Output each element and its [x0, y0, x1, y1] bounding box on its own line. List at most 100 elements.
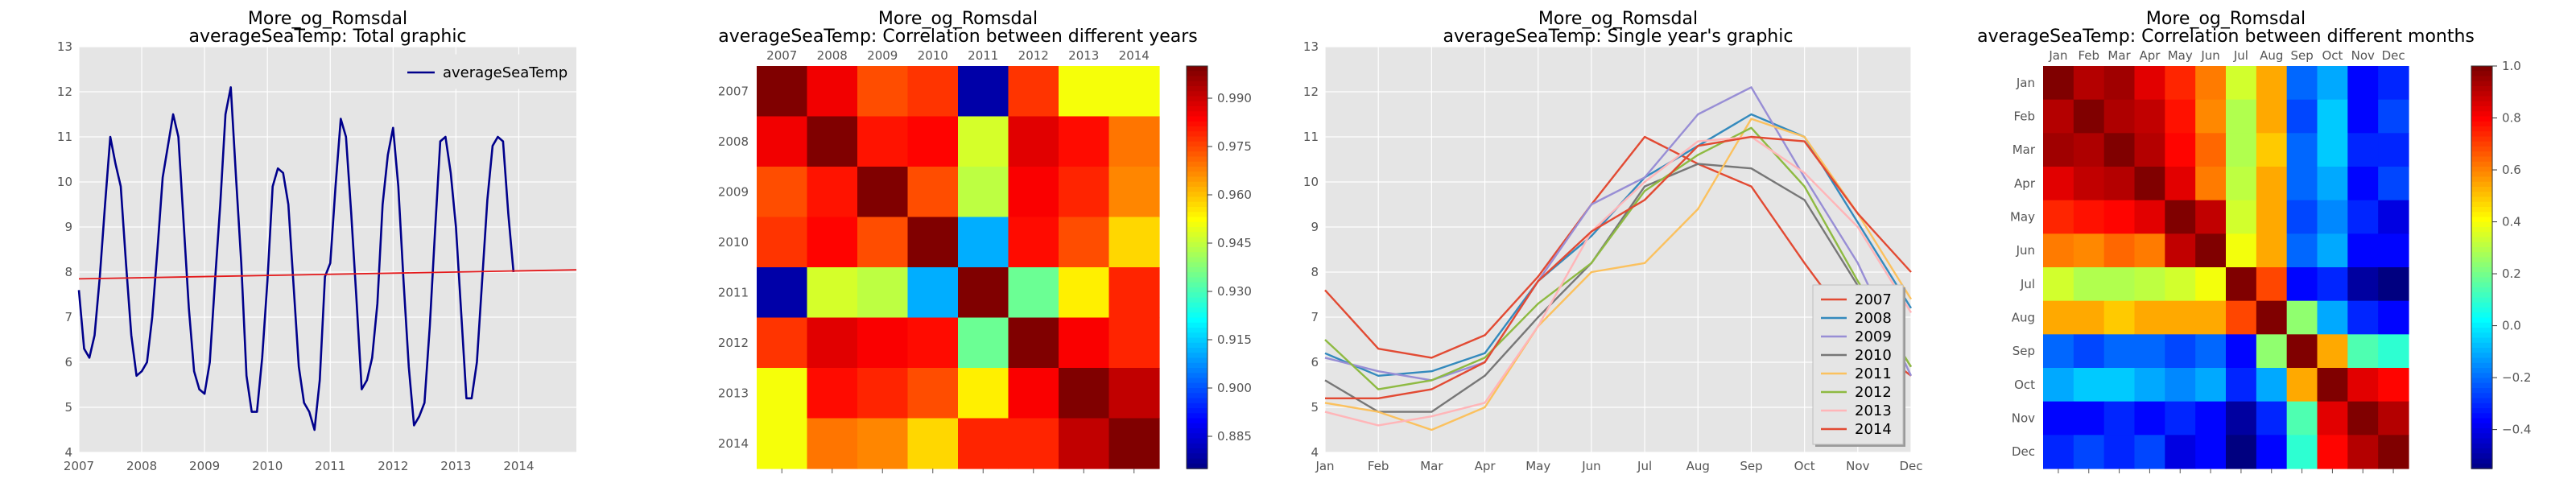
- chart4-cell: [2134, 435, 2165, 469]
- chart4-colorbar-segment: [2471, 398, 2492, 404]
- chart4-cell: [2073, 167, 2105, 201]
- chart4-x-tick-label: Jul: [2233, 48, 2248, 63]
- chart4-cell: [2195, 334, 2227, 369]
- chart3-title-line1: More_og_Romsdal: [1538, 9, 1698, 29]
- chart4-colorbar-segment: [2471, 332, 2492, 339]
- chart2-colorbar-segment: [1187, 428, 1208, 435]
- chart2-colorbar-tick-label: 0.975: [1217, 139, 1252, 154]
- chart4-cell: [2195, 401, 2227, 436]
- chart3-x-tick-label: Apr: [1475, 459, 1496, 473]
- chart1-y-tick-label: 11: [57, 130, 72, 144]
- chart2-title-line2: averageSeaTemp: Correlation between diff…: [718, 27, 1197, 47]
- chart4-cell: [2286, 233, 2318, 268]
- chart3-legend-box: [1812, 284, 1904, 445]
- chart2-cell: [857, 317, 909, 369]
- chart1-plot-area: [79, 47, 576, 452]
- chart4-colorbar-segment: [2471, 192, 2492, 198]
- chart2-colorbar-segment: [1187, 287, 1208, 294]
- chart4-x-tick-label: May: [2168, 48, 2193, 63]
- chart4-cell: [2286, 334, 2318, 369]
- chart2-colorbar-segment: [1187, 353, 1208, 359]
- chart4-x-tick-label: Oct: [2322, 48, 2343, 63]
- chart2-y-tick-label: 2014: [718, 436, 749, 451]
- chart4-x-tick-label: Feb: [2078, 48, 2099, 63]
- chart4-cell: [2256, 66, 2288, 101]
- chart4-colorbar-segment: [2471, 91, 2492, 97]
- chart2-y-tick-label: 2008: [718, 134, 749, 149]
- chart3-y-tick-label: 10: [1303, 175, 1319, 189]
- chart2-y-tick-label: 2011: [718, 285, 749, 299]
- chart2-colorbar-segment: [1187, 96, 1208, 102]
- chart3-x-tick-label: Nov: [1846, 459, 1869, 473]
- chart4-cell: [2256, 233, 2288, 268]
- chart2-colorbar-segment: [1187, 302, 1208, 308]
- chart4-cell: [2073, 233, 2105, 268]
- chart4-colorbar-segment: [2471, 237, 2492, 243]
- chart4-cell: [2226, 233, 2257, 268]
- chart2-x-tick-label: 2010: [918, 48, 948, 63]
- chart3-legend-label: 2008: [1855, 310, 1892, 327]
- chart3-x-tick-label: Oct: [1794, 459, 1815, 473]
- chart1-x-tick-label: 2009: [189, 459, 220, 473]
- chart4-colorbar-tick-label: 0.2: [2502, 266, 2521, 281]
- chart4-colorbar-segment: [2471, 413, 2492, 419]
- chart1-y-tick-label: 7: [64, 310, 72, 324]
- chart4-cell: [2195, 233, 2227, 268]
- chart4-y-tick-label: Aug: [2012, 311, 2035, 325]
- chart3-y-tick-label: 11: [1303, 130, 1319, 144]
- chart2-cell: [907, 167, 959, 218]
- chart4-cell: [2103, 334, 2136, 369]
- chart3-y-tick-label: 12: [1303, 85, 1319, 99]
- chart4-cell: [2165, 133, 2196, 167]
- chart2-colorbar-tick-label: 0.960: [1217, 188, 1252, 202]
- chart4-cell: [2043, 368, 2074, 402]
- chart3-legend-label: 2009: [1855, 328, 1892, 345]
- chart4-cell: [2256, 300, 2288, 335]
- chart4-cell: [2378, 133, 2409, 167]
- chart4-cell: [2073, 66, 2105, 101]
- chart4-colorbar-segment: [2471, 171, 2492, 178]
- chart3-y-tick-label: 8: [1311, 265, 1319, 279]
- chart2-cell: [857, 217, 909, 268]
- chart4-cell: [2103, 200, 2136, 234]
- chart3-legend-label: 2010: [1855, 347, 1892, 364]
- chart2-cell: [958, 66, 1009, 118]
- chart2-colorbar-segment: [1187, 156, 1208, 163]
- chart2-colorbar-segment: [1187, 187, 1208, 193]
- chart4-cell: [2134, 334, 2165, 369]
- chart4-cell: [2286, 401, 2318, 436]
- chart4-cell: [2286, 167, 2318, 201]
- chart4-cell: [2134, 66, 2165, 101]
- chart2-colorbar-segment: [1187, 176, 1208, 183]
- chart4-colorbar-segment: [2471, 328, 2492, 334]
- chart4-x-tick-label: Jun: [2200, 48, 2219, 63]
- chart4-cell: [2165, 66, 2196, 101]
- chart3-series-line: [1324, 135, 1913, 427]
- chart2-x-tick-label: 2007: [766, 48, 797, 63]
- chart2-cell: [1059, 317, 1110, 369]
- chart1-x-tick-label: 2012: [378, 459, 408, 473]
- chart2-colorbar-segment: [1187, 101, 1208, 107]
- chart4-cell: [2134, 99, 2165, 134]
- chart2-cell: [1059, 267, 1110, 319]
- chart4-colorbar-segment: [2471, 196, 2492, 203]
- chart2-colorbar-segment: [1187, 423, 1208, 429]
- chart4-cell: [2134, 133, 2165, 167]
- chart2-cell: [807, 267, 858, 319]
- chart3-x-tick-label: Jun: [1581, 459, 1600, 473]
- chart2-cell: [1108, 418, 1160, 469]
- chart4-colorbar-segment: [2471, 232, 2492, 238]
- chart2-title-line1: More_og_Romsdal: [878, 9, 1038, 29]
- chart2-cell: [907, 217, 959, 268]
- chart4-colorbar-segment: [2471, 382, 2492, 389]
- chart4-colorbar-segment: [2471, 262, 2492, 268]
- chart2-cell: [1059, 368, 1110, 419]
- chart4-colorbar-segment: [2471, 167, 2492, 173]
- chart4-cell: [2378, 401, 2409, 436]
- chart4-colorbar-segment: [2471, 221, 2492, 228]
- chart3-legend-label: 2012: [1855, 384, 1892, 401]
- chart4-cell: [2226, 368, 2257, 402]
- chart4-colorbar-segment: [2471, 428, 2492, 435]
- chart2-x-tick-label: 2014: [1119, 48, 1150, 63]
- chart4-cell: [2134, 167, 2165, 201]
